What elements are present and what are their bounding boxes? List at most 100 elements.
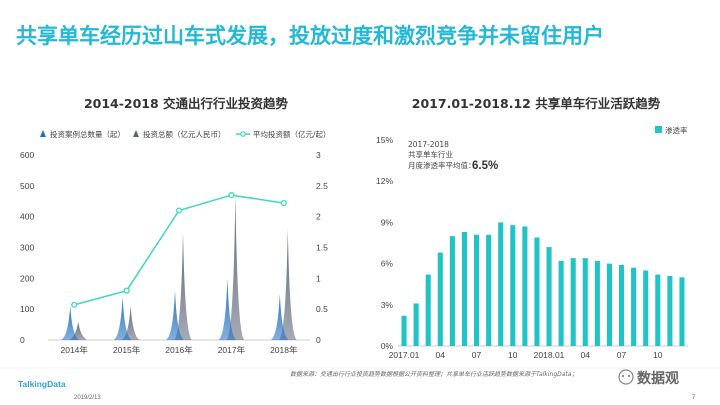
spike-case-count [166,290,184,340]
penetration-bar [486,234,492,346]
annotation-value: 6.5% [472,160,498,172]
spike-case-count [218,278,237,340]
page-title: 共享单车经历过山车式发展，投放过度和激烈竞争并未留住用户 [16,24,604,48]
left-y-tick-label: 0 [20,335,25,345]
left-y-tick-label: 600 [20,150,34,160]
left-y-tick-label: 100 [20,304,34,314]
penetration-bar [546,247,552,346]
penetration-bar [534,237,540,346]
penetration-bar [474,234,480,346]
watermark-icon [618,369,634,385]
penetration-bar [449,236,455,346]
investment-x-tick-label: 2018年 [270,345,298,355]
penetration-bar [582,258,588,346]
activity-x-tick-label: 04 [436,350,446,360]
annotation-period: 2017-2018 [408,140,449,149]
spike-case-count [61,306,80,340]
average-investment-point [280,200,287,207]
investment-axis-ticks: 0 100 200 300 400 500 600 0 0.5 1 1.5 2 2.5 3 [20,150,328,345]
activity-x-labels: 2017.01 04 07 10 2018.01 04 07 10 [389,350,663,360]
report-date: 2019/2/13 [74,395,101,401]
annotation-label: 月度渗透率平均值： [408,160,476,170]
investment-spikes [61,195,297,340]
penetration-bar [558,260,564,346]
activity-legend: 渗透率 [655,125,688,135]
activity-x-tick-label: 2018.01 [534,350,565,360]
penetration-bar [510,225,516,346]
investment-chart-title: 2014-2018 交通出行行业投资趋势 [84,96,289,111]
penetration-bar [461,232,467,346]
investment-chart: 2014-2018 交通出行行业投资趋势 投资案例总数量（起） 投资总额（亿元人… [20,96,331,355]
legend-label-total-amount: 投资总额（亿元人民币） [143,129,226,139]
activity-annotation: 2017-2018 共享单车行业 月度渗透率平均值： 6.5% [408,140,498,172]
spike-total-amount [121,306,140,340]
average-investment-point [175,207,183,214]
activity-chart-title: 2017.01-2018.12 共享单车行业活跃趋势 [412,96,661,111]
spike-total-amount [174,232,192,340]
investment-x-tick-label: 2015年 [113,345,141,355]
spike-total-amount [278,229,297,340]
right-y-tick-label: 3 [316,150,321,160]
watermark-icon-eye-left [621,374,625,378]
left-y-tick-label: 200 [20,273,34,283]
legend-label-penetration: 渗透率 [665,125,688,135]
investment-x-tick-label: 2014年 [60,345,88,355]
legend-swatch-total-amount [133,130,139,137]
annotation-industry: 共享单车行业 [408,149,453,159]
penetration-bar [498,222,504,346]
activity-y-tick-label: 12% [376,176,393,186]
spike-total-amount [226,195,245,340]
activity-x-tick-label: 04 [581,350,591,360]
activity-y-tick-label: 0% [381,341,394,351]
activity-x-tick-label: 07 [472,350,482,360]
right-y-tick-label: 0.5 [316,304,328,314]
penetration-bar [437,252,443,346]
activity-x-tick-label: 10 [508,350,518,360]
left-y-tick-label: 300 [20,243,34,253]
investment-average-line [71,192,287,308]
investment-legend: 投资案例总数量（起） 投资总额（亿元人民币） 平均投资额（亿元/起） [40,129,331,139]
penetration-bar [606,263,612,346]
penetration-bar [401,315,407,346]
right-y-tick-label: 1 [316,273,321,283]
legend-marker-average [240,131,246,137]
penetration-bar [667,275,673,346]
source-note: 数据来源：交通出行行业投资趋势数据根据公开资料整理；共享单车行业活跃趋势数据来源… [290,370,577,378]
watermark-icon-eye-right [627,374,631,378]
activity-axis-ticks: 0% 3% 6% 9% 12% 15% [376,135,393,351]
activity-y-tick-label: 15% [376,135,393,145]
penetration-bar [655,274,661,346]
activity-x-tick-label: 10 [653,350,663,360]
right-y-tick-label: 2.5 [316,181,328,191]
right-y-tick-label: 2 [316,212,321,222]
penetration-bar [570,258,576,346]
penetration-bar [522,226,528,346]
page-number: 7 [692,395,696,401]
right-y-tick-label: 0 [316,335,321,345]
investment-x-tick-label: 2016年 [165,345,193,355]
legend-label-case-count: 投资案例总数量（起） [50,129,125,139]
brand-logo: TalkingData [18,379,66,389]
activity-chart: 2017.01-2018.12 共享单车行业活跃趋势 渗透率 0% 3% 6% 9% 1… [376,96,688,360]
penetration-bar [679,277,685,346]
legend-swatch-case-count [40,130,46,137]
watermark: 数据观 [618,369,679,387]
investment-x-tick-label: 2017年 [218,345,246,355]
average-investment-point [228,192,235,199]
penetration-bar [425,274,431,346]
penetration-bar [413,303,419,346]
legend-swatch-penetration [655,126,662,133]
spike-case-count [113,296,132,340]
penetration-bar [594,260,600,346]
activity-y-tick-label: 6% [381,259,394,269]
investment-x-labels: 2014年 2015年 2016年 2017年 2018年 [60,345,298,355]
right-y-tick-label: 1.5 [316,243,328,253]
left-y-tick-label: 400 [20,212,34,222]
legend-label-average: 平均投资额（亿元/起） [253,129,331,139]
activity-x-tick-label: 2017.01 [389,350,420,360]
spike-total-amount [69,321,88,340]
activity-y-tick-label: 3% [381,300,394,310]
spike-case-count [270,293,289,340]
activity-y-tick-label: 9% [381,217,394,227]
